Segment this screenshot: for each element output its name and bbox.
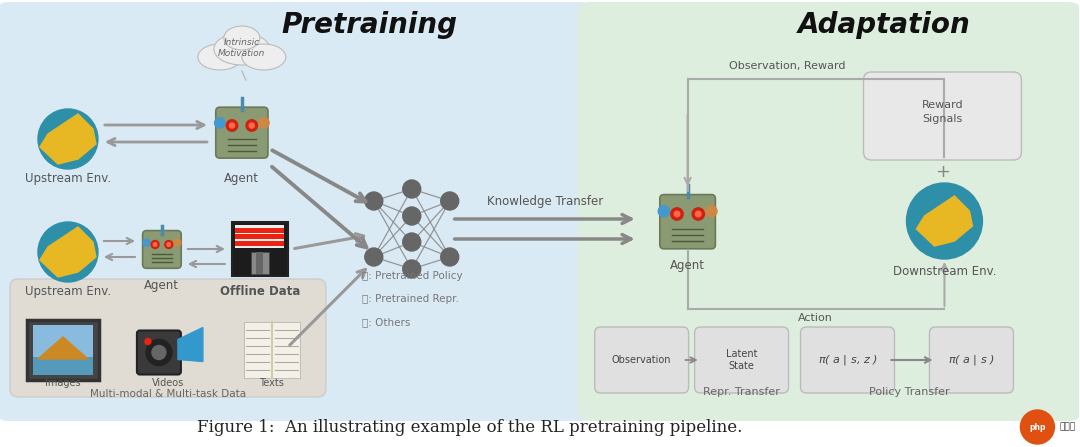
- Circle shape: [167, 243, 171, 246]
- Text: $\pi$( a | s, z ): $\pi$( a | s, z ): [818, 353, 877, 367]
- Text: Action: Action: [798, 313, 833, 323]
- Circle shape: [692, 208, 704, 220]
- Circle shape: [674, 211, 679, 217]
- Text: php: php: [1029, 422, 1045, 431]
- FancyBboxPatch shape: [235, 234, 284, 240]
- Circle shape: [165, 240, 173, 249]
- Circle shape: [146, 340, 172, 366]
- FancyBboxPatch shape: [232, 223, 288, 276]
- Text: $\pi$( a | s ): $\pi$( a | s ): [948, 353, 995, 367]
- Text: Texts: Texts: [259, 378, 284, 388]
- Circle shape: [153, 243, 157, 246]
- Circle shape: [403, 207, 421, 225]
- Polygon shape: [178, 328, 203, 362]
- Polygon shape: [917, 196, 972, 246]
- FancyBboxPatch shape: [235, 228, 284, 233]
- Text: Adaptation: Adaptation: [798, 11, 971, 39]
- Circle shape: [143, 239, 150, 246]
- FancyBboxPatch shape: [0, 2, 592, 421]
- Circle shape: [229, 123, 234, 128]
- Text: 🦾: Others: 🦾: Others: [362, 317, 410, 327]
- FancyBboxPatch shape: [595, 327, 689, 393]
- FancyBboxPatch shape: [137, 330, 180, 375]
- Text: Offline Data: Offline Data: [219, 285, 300, 298]
- Circle shape: [365, 192, 382, 210]
- Text: Agent: Agent: [225, 172, 259, 185]
- Circle shape: [403, 260, 421, 278]
- FancyBboxPatch shape: [33, 325, 93, 357]
- Circle shape: [441, 248, 459, 266]
- FancyBboxPatch shape: [800, 327, 894, 393]
- Text: Upstream Env.: Upstream Env.: [25, 172, 111, 185]
- FancyBboxPatch shape: [660, 194, 715, 249]
- FancyBboxPatch shape: [694, 327, 788, 393]
- Text: Downstream Env.: Downstream Env.: [893, 265, 996, 278]
- FancyBboxPatch shape: [578, 2, 1080, 421]
- Ellipse shape: [198, 44, 242, 70]
- Circle shape: [174, 239, 180, 246]
- FancyBboxPatch shape: [251, 252, 269, 274]
- FancyBboxPatch shape: [27, 320, 99, 380]
- Text: Multi-modal & Multi-task Data: Multi-modal & Multi-task Data: [90, 389, 246, 399]
- Circle shape: [38, 222, 98, 282]
- Text: Pretraining: Pretraining: [282, 11, 458, 39]
- Text: Figure 1:  An illustrating example of the RL pretraining pipeline.: Figure 1: An illustrating example of the…: [197, 418, 742, 435]
- Text: Knowledge Transfer: Knowledge Transfer: [487, 195, 603, 208]
- Circle shape: [906, 183, 983, 259]
- Text: 🥽: Pretrained Repr.: 🥽: Pretrained Repr.: [362, 294, 459, 304]
- Circle shape: [151, 240, 159, 249]
- Circle shape: [227, 120, 238, 131]
- FancyBboxPatch shape: [244, 321, 300, 378]
- FancyBboxPatch shape: [216, 107, 268, 158]
- Text: Latent
State: Latent State: [726, 349, 757, 371]
- FancyBboxPatch shape: [864, 72, 1022, 160]
- Text: Videos: Videos: [152, 378, 184, 388]
- Circle shape: [671, 208, 684, 220]
- Polygon shape: [40, 114, 96, 164]
- Circle shape: [246, 120, 257, 131]
- Text: Observation, Reward: Observation, Reward: [729, 61, 846, 71]
- Circle shape: [215, 118, 225, 128]
- FancyBboxPatch shape: [10, 279, 326, 397]
- Ellipse shape: [242, 44, 286, 70]
- Text: Images: Images: [45, 378, 81, 388]
- Text: +: +: [935, 163, 950, 181]
- FancyBboxPatch shape: [143, 231, 181, 268]
- Text: Agent: Agent: [670, 259, 705, 272]
- Text: Agent: Agent: [145, 279, 179, 292]
- Text: Policy Transfer: Policy Transfer: [869, 387, 949, 397]
- Circle shape: [38, 109, 98, 169]
- FancyBboxPatch shape: [930, 327, 1013, 393]
- Ellipse shape: [214, 33, 270, 65]
- Circle shape: [696, 211, 701, 217]
- FancyBboxPatch shape: [256, 252, 264, 274]
- Circle shape: [403, 180, 421, 198]
- Circle shape: [259, 118, 269, 128]
- Text: Upstream Env.: Upstream Env.: [25, 285, 111, 298]
- FancyBboxPatch shape: [235, 225, 284, 248]
- Polygon shape: [40, 227, 96, 277]
- Text: 👋: Pretrained Policy: 👋: Pretrained Policy: [362, 271, 462, 281]
- Circle shape: [658, 206, 670, 217]
- Polygon shape: [38, 337, 87, 359]
- Text: 中文网: 中文网: [1059, 422, 1076, 431]
- FancyBboxPatch shape: [235, 240, 284, 246]
- Text: Reward
Signals: Reward Signals: [921, 101, 963, 124]
- Text: Intrinsic
Motivation: Intrinsic Motivation: [218, 38, 266, 58]
- Circle shape: [1021, 410, 1054, 444]
- Text: Repr. Transfer: Repr. Transfer: [703, 387, 780, 397]
- Circle shape: [365, 248, 382, 266]
- Circle shape: [706, 206, 717, 217]
- Circle shape: [249, 123, 254, 128]
- FancyBboxPatch shape: [33, 325, 93, 375]
- Circle shape: [403, 233, 421, 251]
- Circle shape: [152, 346, 166, 359]
- Circle shape: [441, 192, 459, 210]
- Circle shape: [145, 338, 151, 345]
- Ellipse shape: [224, 26, 260, 50]
- Text: Observation: Observation: [612, 355, 672, 365]
